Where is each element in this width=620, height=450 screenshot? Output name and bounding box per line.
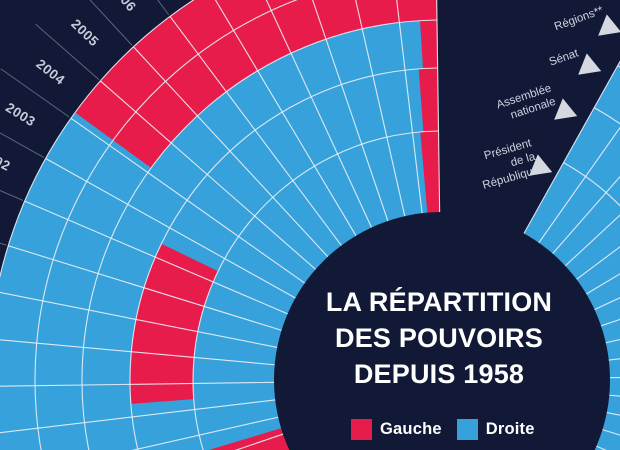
start-pointer-arrow-icon-president [529,154,553,176]
ring-president-gauche-period-0 [208,428,291,450]
outer-year-spoke [0,68,70,118]
grid-year-spoke [70,117,306,285]
outer-year-spoke [89,0,133,46]
grid-year-spoke [24,200,289,315]
grid-year-spoke [214,0,357,237]
gauche-color-swatch [351,419,372,440]
legend-item-droite: Droite [456,419,535,440]
droite-color-swatch [456,419,478,440]
grid-year-spoke [312,0,389,223]
grid-year-spoke [265,0,373,229]
start-pointer-arrow-icon-senat [578,53,602,75]
ring-assemblee-nationale-droite-base [130,68,620,450]
grid-year-spoke [522,60,620,235]
grid-ring-arc [129,67,620,450]
grid-year-spoke [0,291,279,349]
grid-ring-arc [34,0,298,450]
center-disc [274,212,610,450]
ring-senat-gauche-period-0 [420,20,438,69]
grid-year-spoke [8,245,283,332]
title-line-3: DEPUIS 1958 [353,359,525,389]
grid-year-spoke [575,246,620,281]
grid-year-spoke [396,0,423,215]
ring-president-droite-base [193,131,620,450]
grid-year-spoke [537,126,620,244]
ring-president-gauche-period-1 [420,131,440,214]
grid-year-spoke [436,0,441,214]
grid-year-spoke [45,158,297,300]
ring-outer-ring-gauche-period-0 [75,0,297,141]
grid-year-spoke [234,433,285,450]
grid-year-spoke [100,80,317,271]
outer-year-spoke [0,132,45,158]
ring-assemblee-nationale-gauche-period-3 [418,68,439,132]
legend-item-gauche: Gauche [351,419,442,440]
outer-year-spoke [0,190,24,201]
outer-year-spoke [157,0,170,16]
legend-label-droite: Droite [485,420,535,438]
grid-year-spoke [355,0,406,218]
start-pointer-arrow-icon-regions [598,14,620,36]
outer-year-spoke [35,23,100,81]
grid-year-spoke [133,46,329,258]
title-line-2: DES POUVOIRS [335,323,543,353]
grid-year-spoke [564,214,620,267]
grid-year-spoke [0,339,276,366]
grid-year-spoke [131,416,280,450]
title-line-1: LA RÉPARTITION [325,287,553,317]
ring-senat-droite-base [82,20,620,450]
start-pointer-arrow-icon-assemblee-nationale [554,98,578,120]
legend: Gauche Droite [351,419,535,440]
legend-label-gauche: Gauche [380,420,442,438]
grid-year-spoke [0,381,276,387]
ring-regions-gauche-period-0 [113,0,437,168]
grid-year-spoke [169,16,343,247]
page-title: LA RÉPARTITION DES POUVOIRS DEPUIS 1958 [297,284,581,392]
grid-ring-arc [81,19,620,450]
grid-ring-arc [192,130,620,450]
grid-year-spoke [0,399,277,434]
grid-year-spoke [551,175,620,255]
ring-assemblee-nationale-gauche-period-2 [129,243,218,404]
